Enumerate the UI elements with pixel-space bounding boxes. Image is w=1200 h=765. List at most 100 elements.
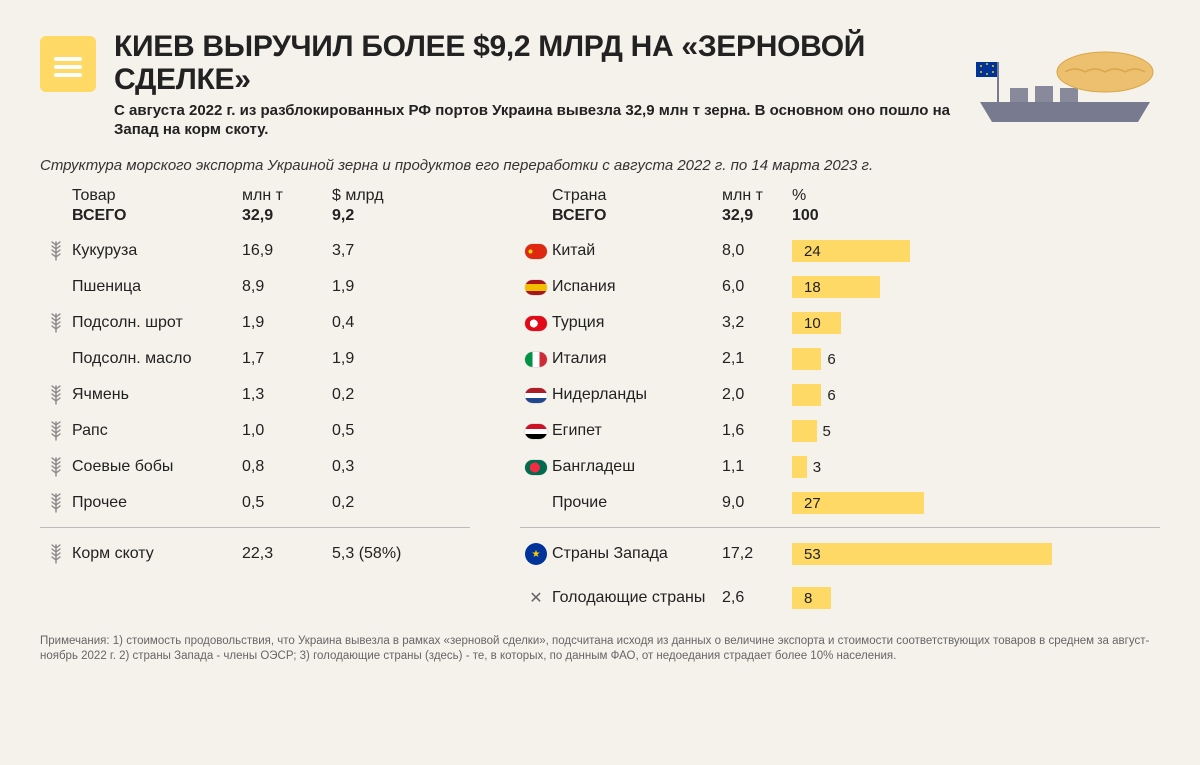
row-value: 2,0	[722, 386, 792, 404]
table-row: ✕ Голодающие страны 2,6 8	[520, 580, 1160, 616]
bar-label: 27	[804, 495, 821, 512]
subtitle: С августа 2022 г. из разблокированных РФ…	[114, 102, 952, 140]
footnote: Примечания: 1) стоимость продовольствия,…	[40, 634, 1160, 664]
bar-cell: 6	[792, 384, 1160, 406]
table-row: Испания 6,0 18	[520, 269, 1160, 305]
countries-table: Страна млн т % ВСЕГО 32,9 100 Китай 8,0 …	[520, 187, 1160, 616]
row-label: Италия	[552, 350, 722, 368]
bar-cell: 6	[792, 348, 1160, 370]
flag-icon	[525, 316, 547, 331]
row-label: Соевые бобы	[72, 458, 242, 476]
row-value: 22,3	[242, 545, 332, 563]
header: КИЕВ ВЫРУЧИЛ БОЛЕЕ $9,2 МЛРД НА «ЗЕРНОВО…	[40, 30, 1160, 140]
row-value: 3,7	[332, 242, 470, 260]
table-row: Кукуруза 16,9 3,7	[40, 233, 470, 269]
separator	[520, 527, 1160, 528]
total-value: 32,9	[242, 207, 332, 225]
row-value: 1,7	[242, 350, 332, 368]
table-row: Китай 8,0 24	[520, 233, 1160, 269]
bar-cell: 8	[792, 587, 1160, 609]
title-block: КИЕВ ВЫРУЧИЛ БОЛЕЕ $9,2 МЛРД НА «ЗЕРНОВО…	[114, 30, 952, 140]
table-row: Пшеница 8,9 1,9	[40, 269, 470, 305]
row-value: 2,1	[722, 350, 792, 368]
table-row: Нидерланды 2,0 6	[520, 377, 1160, 413]
wheat-icon	[48, 313, 64, 333]
bar	[792, 456, 807, 478]
row-label: Голодающие страны	[552, 589, 722, 607]
row-label: Пшеница	[72, 278, 242, 296]
table-row: Рапс 1,0 0,5	[40, 413, 470, 449]
bar-label: 3	[813, 459, 821, 476]
row-value: 8,0	[722, 242, 792, 260]
wheat-icon	[48, 544, 64, 564]
row-label: Турция	[552, 314, 722, 332]
row-value: 2,6	[722, 589, 792, 607]
wheat-icon	[48, 457, 64, 477]
table-row: Бангладеш 1,1 3	[520, 449, 1160, 485]
data-columns: Товар млн т $ млрд ВСЕГО 32,9 9,2 Кукуру…	[40, 187, 1160, 616]
bar-label: 6	[827, 351, 835, 368]
table-row: Италия 2,1 6	[520, 341, 1160, 377]
row-value: 5,3 (58%)	[332, 545, 470, 563]
cutlery-icon: ✕	[529, 588, 542, 608]
flag-icon	[525, 388, 547, 403]
col-header: Страна	[552, 187, 722, 205]
row-value: 17,2	[722, 545, 792, 563]
row-value: 0,2	[332, 386, 470, 404]
wheat-icon	[48, 241, 64, 261]
row-value: 1,6	[722, 422, 792, 440]
page-title: КИЕВ ВЫРУЧИЛ БОЛЕЕ $9,2 МЛРД НА «ЗЕРНОВО…	[114, 30, 952, 96]
total-value: 100	[792, 207, 1160, 225]
col-header: млн т	[242, 187, 332, 205]
total-value: 32,9	[722, 207, 792, 225]
bar-label: 8	[804, 590, 812, 607]
table-row: Турция 3,2 10	[520, 305, 1160, 341]
row-value: 1,9	[242, 314, 332, 332]
flag-icon	[525, 460, 547, 475]
row-value: 8,9	[242, 278, 332, 296]
table-row: Египет 1,6 5	[520, 413, 1160, 449]
bar-label: 6	[827, 387, 835, 404]
ship-illustration	[970, 30, 1160, 130]
row-label: Ячмень	[72, 386, 242, 404]
badge-icon	[40, 36, 96, 92]
row-value: 16,9	[242, 242, 332, 260]
bar-cell: 10	[792, 312, 1160, 334]
products-table: Товар млн т $ млрд ВСЕГО 32,9 9,2 Кукуру…	[40, 187, 470, 616]
table-row: Соевые бобы 0,8 0,3	[40, 449, 470, 485]
row-value: 0,4	[332, 314, 470, 332]
row-label: Кукуруза	[72, 242, 242, 260]
row-value: 6,0	[722, 278, 792, 296]
wheat-icon	[48, 385, 64, 405]
wheat-icon	[48, 421, 64, 441]
row-value: 3,2	[722, 314, 792, 332]
bar	[792, 543, 1052, 565]
bar	[792, 420, 817, 442]
bar-label: 24	[804, 243, 821, 260]
row-value: 1,0	[242, 422, 332, 440]
table-row: Прочие 9,0 27	[520, 485, 1160, 521]
col-header: %	[792, 187, 1160, 205]
bar-cell: 3	[792, 456, 1160, 478]
row-value: 0,2	[332, 494, 470, 512]
bar-cell: 5	[792, 420, 1160, 442]
row-label: Египет	[552, 422, 722, 440]
row-value: 1,3	[242, 386, 332, 404]
flag-icon	[525, 424, 547, 439]
bar-cell: 18	[792, 276, 1160, 298]
row-label: Прочие	[552, 494, 722, 512]
row-label: Подсолн. масло	[72, 350, 242, 368]
separator	[40, 527, 470, 528]
table-row: Ячмень 1,3 0,2	[40, 377, 470, 413]
flag-icon	[525, 280, 547, 295]
row-value: 9,0	[722, 494, 792, 512]
row-label: Корм скоту	[72, 545, 242, 563]
table-row: Корм скоту 22,3 5,3 (58%)	[40, 536, 470, 572]
flag-icon	[525, 352, 547, 367]
total-label: ВСЕГО	[552, 207, 722, 225]
bar-label: 5	[823, 423, 831, 440]
row-value: 0,5	[242, 494, 332, 512]
row-label: Страны Запада	[552, 545, 722, 563]
row-label: Подсолн. шрот	[72, 314, 242, 332]
bar-label: 53	[804, 546, 821, 563]
